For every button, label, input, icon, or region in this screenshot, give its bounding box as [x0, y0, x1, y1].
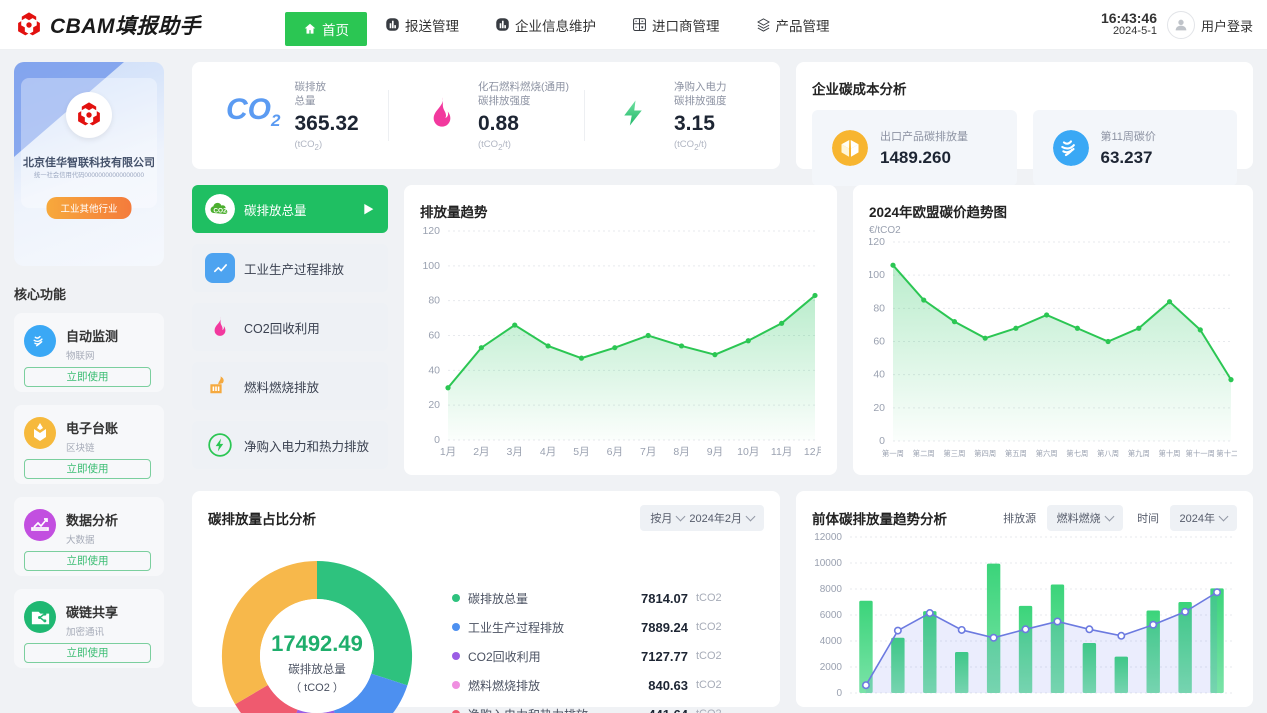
- svg-text:100: 100: [869, 269, 885, 281]
- svg-text:1月: 1月: [440, 446, 456, 458]
- svg-text:第五周: 第五周: [1005, 449, 1027, 458]
- svg-text:第二周: 第二周: [913, 449, 935, 458]
- svg-text:第三周: 第三周: [944, 449, 966, 458]
- svg-text:120: 120: [422, 225, 440, 237]
- svg-text:60: 60: [428, 330, 440, 342]
- svg-text:第一周: 第一周: [882, 449, 904, 458]
- svg-text:10000: 10000: [814, 558, 842, 569]
- svg-text:60: 60: [873, 336, 885, 348]
- svg-text:80: 80: [873, 302, 885, 314]
- svg-text:第十一周: 第十一周: [1186, 449, 1215, 458]
- svg-text:第四周: 第四周: [974, 449, 996, 458]
- svg-text:6000: 6000: [820, 610, 843, 621]
- svg-text:11月: 11月: [771, 446, 792, 458]
- svg-text:第九周: 第九周: [1128, 449, 1150, 458]
- svg-text:20: 20: [873, 402, 885, 414]
- svg-text:CO2: CO2: [213, 208, 227, 215]
- svg-text:4000: 4000: [820, 636, 843, 647]
- svg-text:80: 80: [428, 295, 440, 307]
- svg-text:8000: 8000: [820, 584, 843, 595]
- svg-text:10月: 10月: [737, 446, 759, 458]
- svg-text:0: 0: [434, 434, 440, 446]
- svg-text:7月: 7月: [640, 446, 656, 458]
- svg-text:第七周: 第七周: [1066, 449, 1088, 458]
- svg-text:第十周: 第十周: [1159, 449, 1181, 458]
- svg-text:0: 0: [836, 688, 842, 697]
- svg-text:8月: 8月: [673, 446, 689, 458]
- svg-text:4月: 4月: [540, 446, 556, 458]
- svg-text:0: 0: [879, 435, 885, 447]
- svg-text:第六周: 第六周: [1036, 449, 1058, 458]
- svg-text:2000: 2000: [820, 662, 843, 673]
- svg-text:100: 100: [422, 260, 440, 272]
- svg-text:6月: 6月: [607, 446, 623, 458]
- svg-text:120: 120: [869, 236, 885, 248]
- svg-text:第八周: 第八周: [1097, 449, 1119, 458]
- svg-text:12000: 12000: [814, 532, 842, 543]
- svg-text:40: 40: [428, 364, 440, 376]
- svg-text:碳排放总量: 碳排放总量: [288, 662, 346, 676]
- svg-text:3月: 3月: [507, 446, 523, 458]
- svg-text:12月: 12月: [804, 446, 821, 458]
- svg-text:20: 20: [428, 399, 440, 411]
- svg-text:2月: 2月: [473, 446, 489, 458]
- svg-text:17492.49: 17492.49: [271, 631, 363, 656]
- svg-text:40: 40: [873, 369, 885, 381]
- svg-text:第十二周: 第十二周: [1216, 449, 1237, 458]
- svg-text:（ tCO2 ）: （ tCO2 ）: [290, 681, 344, 694]
- svg-text:9月: 9月: [707, 446, 723, 458]
- svg-text:5月: 5月: [573, 446, 589, 458]
